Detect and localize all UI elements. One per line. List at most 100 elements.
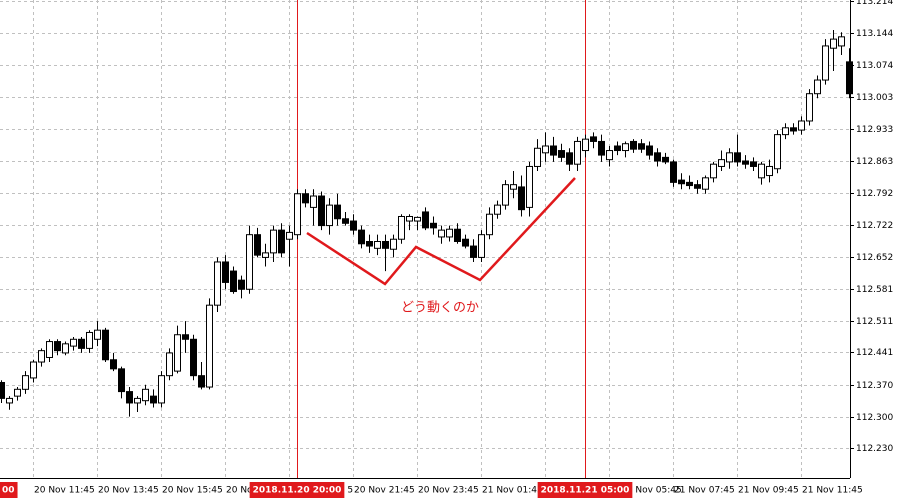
candle-body	[342, 218, 349, 224]
x-tick-label: 5	[347, 486, 353, 496]
candle-body	[622, 143, 629, 152]
candle-body	[190, 338, 197, 377]
candle-body	[118, 368, 125, 393]
candle-body	[270, 229, 277, 254]
candle-body	[70, 338, 77, 347]
y-tick-label: 113.074	[856, 61, 893, 71]
candle-body	[86, 331, 93, 349]
candle-body	[774, 134, 781, 170]
x-tick-label: 21 Nov 07:45	[674, 486, 735, 496]
candle-body	[758, 163, 765, 179]
y-tick-label: 112.370	[856, 381, 893, 391]
candle-body	[462, 238, 469, 247]
x-tick-label-highlight: 2018.11.21 05:00	[541, 486, 630, 496]
candle-body	[326, 204, 333, 227]
x-tick-label: 20 Nov 15:45	[162, 486, 223, 496]
candle-body	[486, 213, 493, 236]
y-tick-label: 112.581	[856, 285, 893, 295]
candle-body	[614, 145, 621, 152]
candle-body	[590, 136, 597, 142]
candle-body	[454, 228, 461, 243]
y-tick-label: 112.511	[856, 317, 893, 327]
x-tick-label: 20 Nov 13:45	[98, 486, 159, 496]
candle-body	[174, 334, 181, 372]
candle-body	[510, 184, 517, 190]
candle-body	[702, 177, 709, 190]
candle-body	[766, 165, 773, 177]
candle-body	[654, 152, 661, 162]
y-tick-label: 112.441	[856, 348, 893, 358]
candle-body	[286, 231, 293, 240]
x-tick-label-highlight: 00	[2, 486, 15, 496]
candle-body	[38, 350, 45, 363]
x-tick-label: 20 Nov 21:45	[354, 486, 415, 496]
candle-body	[662, 156, 669, 163]
candle-body	[358, 229, 365, 245]
candle-body	[422, 211, 429, 229]
y-tick-label: 112.652	[856, 253, 893, 263]
x-tick-label: 20 Nov	[226, 486, 259, 496]
candle-body	[806, 93, 813, 122]
candle-body	[726, 152, 733, 163]
x-label-box	[537, 482, 633, 498]
candle-body	[334, 204, 341, 220]
candle-body	[414, 216, 421, 222]
candle-body	[550, 145, 557, 156]
candle-body	[262, 252, 269, 258]
candle-body	[710, 163, 717, 179]
candle-body	[166, 352, 173, 377]
x-label-box	[249, 482, 345, 498]
candle-body	[366, 241, 373, 247]
candle-body	[30, 361, 37, 379]
x-label-box	[0, 482, 18, 498]
candle-body	[134, 397, 141, 404]
candle-body	[110, 359, 117, 370]
candle-body	[222, 261, 229, 283]
candle-body	[158, 375, 165, 404]
candle-body	[246, 234, 253, 290]
x-tick-label: Nov 05:45	[635, 486, 681, 496]
candle-body	[718, 159, 725, 167]
x-tick-label: 21 Nov 11:45	[802, 486, 863, 496]
candle-body	[390, 238, 397, 250]
candle-body	[278, 229, 285, 254]
candle-body	[838, 36, 845, 47]
candle-body	[294, 193, 301, 236]
candle-body	[598, 140, 605, 156]
candle-body	[558, 150, 565, 158]
candle-body	[102, 329, 109, 361]
candle-body	[542, 145, 549, 154]
annotation: どう動くのか	[401, 299, 479, 314]
candle-body	[638, 143, 645, 150]
candle-body	[254, 234, 261, 256]
candle-body	[606, 150, 613, 161]
candle-body	[830, 38, 837, 49]
candle-body	[518, 186, 525, 211]
candle-body	[694, 184, 701, 189]
y-tick-label: 112.933	[856, 125, 893, 135]
candle-body	[126, 391, 133, 404]
y-tick-label: 112.792	[856, 189, 893, 199]
candle-body	[678, 179, 685, 185]
candle-body	[742, 160, 749, 165]
candle-body	[374, 241, 381, 249]
candle-body	[470, 245, 477, 258]
x-tick-label: 20 Nov 23:45	[418, 486, 479, 496]
candle-body	[790, 127, 797, 132]
candle-body	[54, 341, 61, 352]
candle-body	[582, 138, 589, 152]
candle-body	[382, 241, 389, 249]
y-tick-label: 112.722	[856, 221, 893, 231]
candle-body	[478, 234, 485, 258]
candle-body	[406, 215, 413, 222]
candle-body	[526, 165, 533, 208]
y-tick-label: 112.230	[856, 444, 893, 454]
candle-body	[198, 375, 205, 388]
candle-body	[438, 229, 445, 238]
candle-body	[798, 120, 805, 131]
candle-body	[534, 147, 541, 167]
candle-body	[182, 334, 189, 340]
